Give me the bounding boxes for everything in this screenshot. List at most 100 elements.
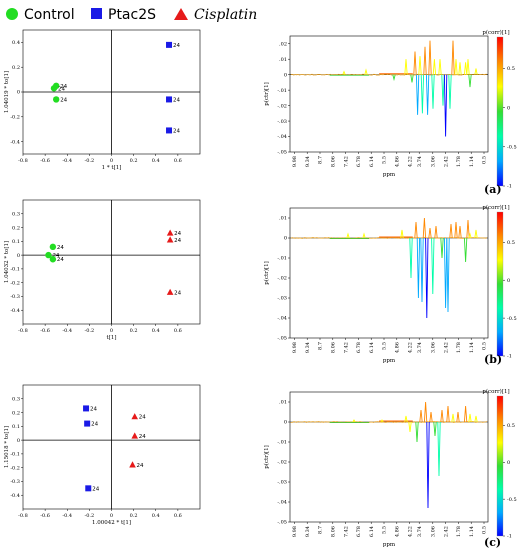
x-tick-label: 1.78 (456, 526, 462, 537)
colorbar-tick-label: 0 (507, 460, 510, 466)
spectral-peak (468, 74, 472, 88)
legend-cisplatin-marker (174, 8, 188, 20)
spectral-peak (463, 405, 468, 423)
point-label: 24 (174, 238, 181, 244)
spectral-peak (362, 232, 366, 239)
spectral-peak (440, 237, 444, 259)
colorbar-tick-label: 0.5 (507, 423, 515, 429)
x-tick-label: 5.5 (382, 526, 388, 534)
y-tick-label: -0.3 (10, 479, 20, 485)
x-tick-label: 1.78 (456, 342, 462, 353)
y-tick-label: 0 (284, 420, 287, 426)
spectral-peak (380, 419, 384, 423)
x-tick-label: -0.2 (85, 513, 95, 519)
x-tick-label: 9.98 (292, 526, 298, 537)
y-tick-label: -.04 (277, 134, 287, 140)
spectral-peak (441, 74, 445, 106)
y-tick-label: -.02 (277, 460, 287, 466)
legend-cisplatin-label: Cisplatin (194, 7, 257, 23)
y-tick-label: .01 (279, 400, 287, 406)
ptac2s-point (166, 96, 173, 103)
x-tick-label: 3.74 (417, 156, 423, 167)
spectral-peak (434, 225, 438, 239)
x-tick-label: 0.5 (482, 156, 488, 164)
x-tick-label: 6.14 (369, 342, 375, 353)
x-tick-label: 9.34 (305, 342, 311, 353)
spectral-peak (392, 74, 396, 82)
x-tick-label: 0.4 (152, 513, 160, 519)
x-tick-label: 4.86 (395, 342, 401, 353)
x-tick-label: 2.42 (443, 342, 449, 353)
x-tick-label: 4.22 (407, 156, 413, 167)
colorbar-title: p(corr)[1] (482, 29, 509, 36)
ptac2s-point (166, 127, 173, 134)
x-tick-label: 8.06 (331, 526, 337, 537)
point-label: 24 (60, 97, 67, 103)
y-tick-label: -.05 (277, 336, 287, 342)
spectral-peak (466, 59, 470, 75)
spectral-peak (443, 74, 448, 137)
spectral-peak (432, 59, 437, 75)
legend: Control Ptac2S Cisplatin (6, 7, 257, 23)
control-point (50, 85, 58, 92)
spectral-peak (364, 68, 368, 75)
y-tick-label: -.01 (277, 256, 287, 262)
y-tick-label: 0.3 (12, 211, 20, 217)
point-label: 24 (173, 43, 180, 49)
spectral-peak (446, 237, 450, 313)
spectral-peak (466, 219, 470, 239)
spectral-peak (413, 51, 417, 75)
x-tick-label: 4.22 (407, 526, 413, 537)
point-label: 24 (173, 128, 180, 134)
spectral-peak (431, 237, 435, 295)
spectral-peak (458, 225, 462, 239)
panel-label-a: (a) (484, 183, 502, 196)
spectral-peak (474, 415, 478, 423)
colorbar-tick-label: -0.5 (507, 144, 517, 150)
y-axis-label: p(ctr)[1] (263, 82, 270, 106)
x-axis-label: ppm (383, 542, 396, 548)
spectral-peak (415, 74, 420, 115)
colorbar-tick-label: -1 (507, 354, 512, 360)
x-tick-label: 0.6 (174, 513, 182, 519)
x-tick-label: 9.98 (292, 156, 298, 167)
spectral-peak (458, 62, 462, 75)
legend-ptac2s-label: Ptac2S (108, 7, 156, 23)
y-tick-label: 0 (17, 438, 20, 444)
plot-frame (289, 35, 489, 153)
x-tick-label: 6.14 (369, 526, 375, 537)
control-point (49, 243, 57, 251)
y-tick-label: -.03 (277, 480, 287, 486)
y-tick-label: 0.1 (12, 239, 20, 245)
spectral-peak (463, 62, 468, 75)
y-tick-label: -.05 (277, 150, 287, 156)
x-tick-label: 5.5 (382, 342, 388, 350)
x-tick-label: -0.2 (85, 158, 95, 164)
spectral-peak (342, 70, 346, 75)
control-point (49, 256, 57, 263)
cisplatin-point (131, 432, 139, 439)
x-tick-label: -0.6 (40, 328, 50, 334)
spectral-peak (352, 419, 356, 423)
colorbar-tick-label: 0 (507, 105, 510, 111)
y-tick-label: -.02 (277, 103, 287, 109)
y-tick-label: 0.2 (12, 65, 20, 71)
point-label: 24 (174, 231, 181, 237)
point-label: 24 (174, 290, 181, 296)
y-tick-label: -.05 (277, 520, 287, 526)
x-axis-label: 1.00042 * t[1] (92, 520, 131, 526)
legend-control-marker (6, 8, 18, 20)
baseline-trace (290, 73, 488, 76)
spectral-peak (451, 40, 455, 75)
y-tick-label: .01 (279, 216, 287, 222)
x-tick-label: 0.6 (174, 328, 182, 334)
y-tick-label: 0 (17, 90, 20, 96)
y-tick-label: 0 (284, 236, 287, 242)
x-tick-label: 0.2 (130, 513, 138, 519)
x-tick-label: 0 (110, 158, 113, 164)
spectral-peak (425, 237, 429, 319)
cisplatin-point (166, 236, 174, 243)
spectral-peak (420, 237, 424, 303)
y-axis-label: 1.04019 * to[1] (4, 71, 10, 113)
